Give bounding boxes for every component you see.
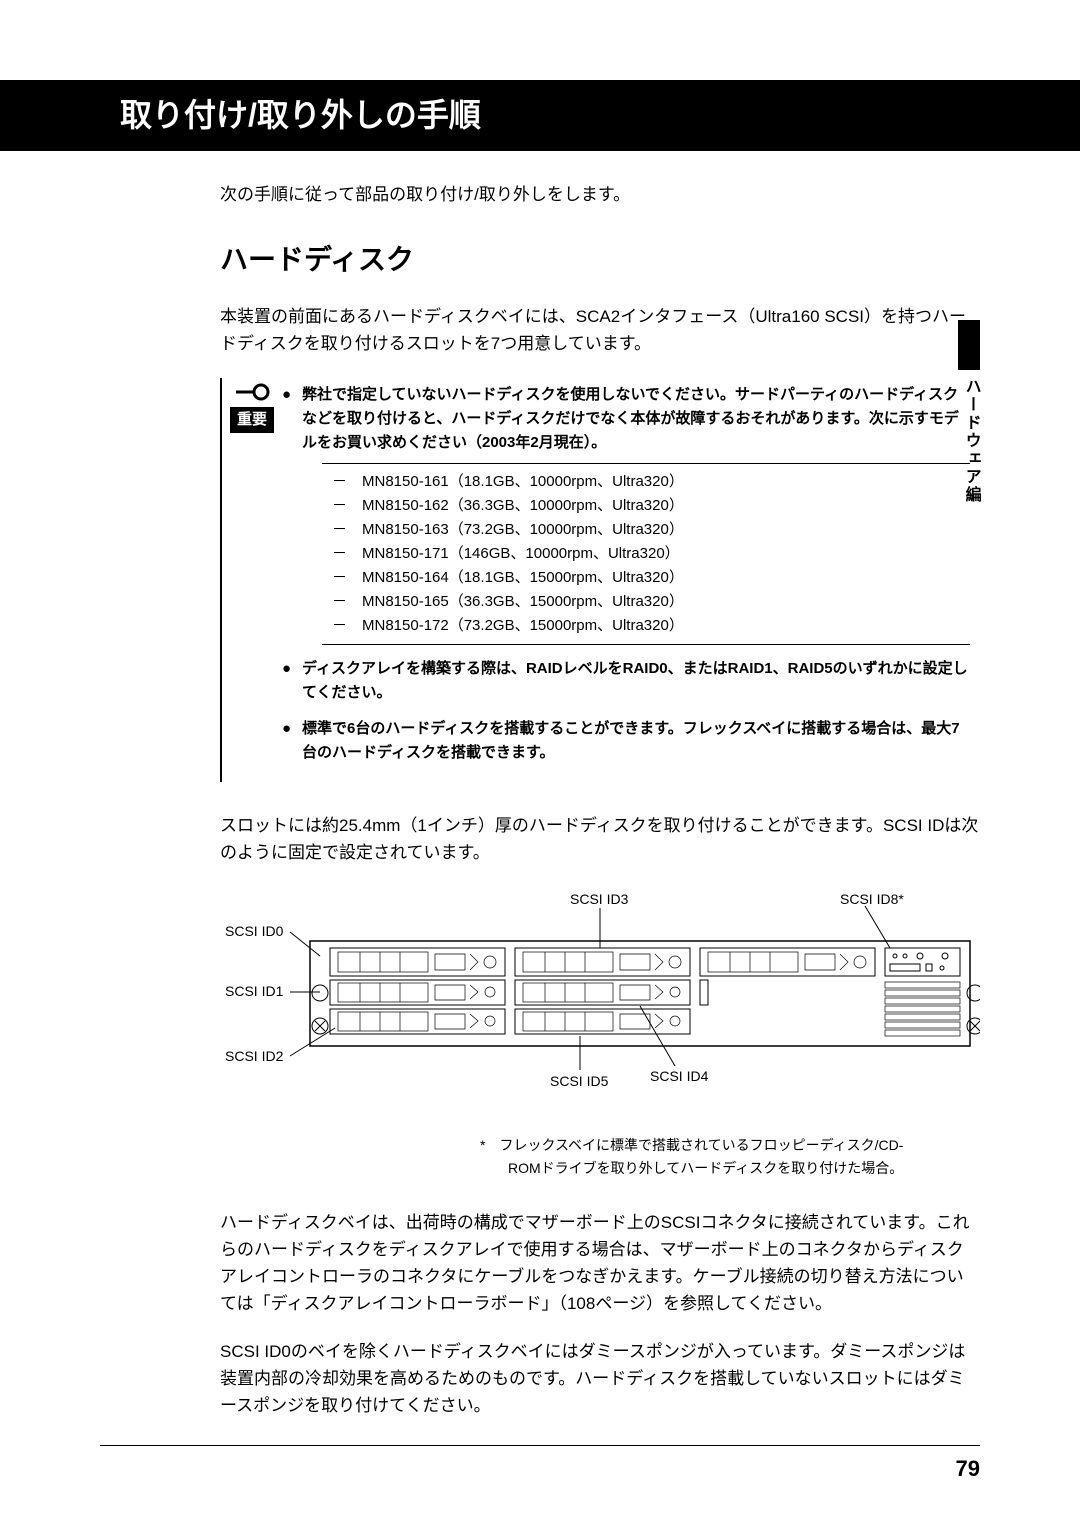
important-bullet-3: 標準で6台のハードディスクを搭載することができます。フレックスベイに搭載する場合…	[282, 717, 970, 765]
label-id4: SCSI ID4	[650, 1068, 709, 1084]
page-number: 79	[956, 1451, 980, 1486]
body-text-4: SCSI ID0のベイを除くハードディスクベイにはダミースポンジが入っています。…	[220, 1338, 980, 1420]
body-text-2: スロットには約25.4mm（1インチ）厚のハードディスクを取り付けることができま…	[220, 812, 980, 866]
label-id0: SCSI ID0	[225, 923, 284, 939]
diagram-note-line2: ROMドライブを取り外してハードディスクを取り付けた場合。	[480, 1157, 980, 1179]
pin-icon	[230, 383, 274, 405]
important-label-text: 重要	[230, 407, 274, 433]
page-title: 取り付け/取り外しの手順	[20, 90, 1060, 141]
important-box: 重要 弊社で指定していないハードディスクを使用しないでください。サードパーティの…	[220, 378, 980, 782]
label-id1: SCSI ID1	[225, 983, 284, 999]
important-content: 弊社で指定していないハードディスクを使用しないでください。サードパーティのハード…	[282, 378, 980, 782]
side-tab-text: ハードウェア編	[958, 378, 984, 504]
label-id5: SCSI ID5	[550, 1073, 609, 1089]
model-item: － MN8150-164（18.1GB、15000rpm、Ultra320）	[322, 566, 970, 590]
side-tab: ハードウェア編	[958, 320, 980, 504]
diagram-footnote: * フレックスベイに標準で搭載されているフロッピーディスク/CD- ROMドライ…	[480, 1134, 980, 1179]
footer-rule	[100, 1445, 980, 1446]
important-label: 重要	[222, 378, 282, 782]
body-text-1: 本装置の前面にあるハードディスクベイには、SCA2インタフェース（Ultra16…	[220, 303, 980, 357]
title-bar: 取り付け/取り外しの手順	[0, 80, 1080, 151]
section-title: ハードディスク	[220, 238, 980, 283]
side-tab-marker	[958, 320, 980, 370]
model-item: － MN8150-165（36.3GB、15000rpm、Ultra320）	[322, 590, 970, 614]
intro-text: 次の手順に従って部品の取り付け/取り外しをします。	[220, 181, 980, 208]
body-text-3: ハードディスクベイは、出荷時の構成でマザーボード上のSCSIコネクタに接続されて…	[220, 1209, 980, 1318]
important-b1-text: 弊社で指定していないハードディスクを使用しないでください。サードパーティのハード…	[302, 386, 959, 451]
scsi-diagram: SCSI ID3 SCSI ID8* SCSI ID0 SCSI ID1 SCS…	[220, 886, 980, 1124]
diagram-note-line1: * フレックスベイに標準で搭載されているフロッピーディスク/CD-	[480, 1134, 980, 1156]
model-item: － MN8150-171（146GB、10000rpm、Ultra320）	[322, 542, 970, 566]
label-id3: SCSI ID3	[570, 891, 629, 907]
model-item: － MN8150-161（18.1GB、10000rpm、Ultra320）	[322, 470, 970, 494]
model-list: － MN8150-161（18.1GB、10000rpm、Ultra320） －…	[322, 463, 970, 645]
model-item: － MN8150-162（36.3GB、10000rpm、Ultra320）	[322, 494, 970, 518]
model-item: － MN8150-163（73.2GB、10000rpm、Ultra320）	[322, 518, 970, 542]
label-id8: SCSI ID8*	[840, 891, 904, 907]
label-id2: SCSI ID2	[225, 1048, 284, 1064]
important-bullet-1: 弊社で指定していないハードディスクを使用しないでください。サードパーティのハード…	[282, 383, 970, 645]
important-bullet-2: ディスクアレイを構築する際は、RAIDレベルをRAID0、またはRAID1、RA…	[282, 657, 970, 705]
model-item: － MN8150-172（73.2GB、15000rpm、Ultra320）	[322, 614, 970, 638]
